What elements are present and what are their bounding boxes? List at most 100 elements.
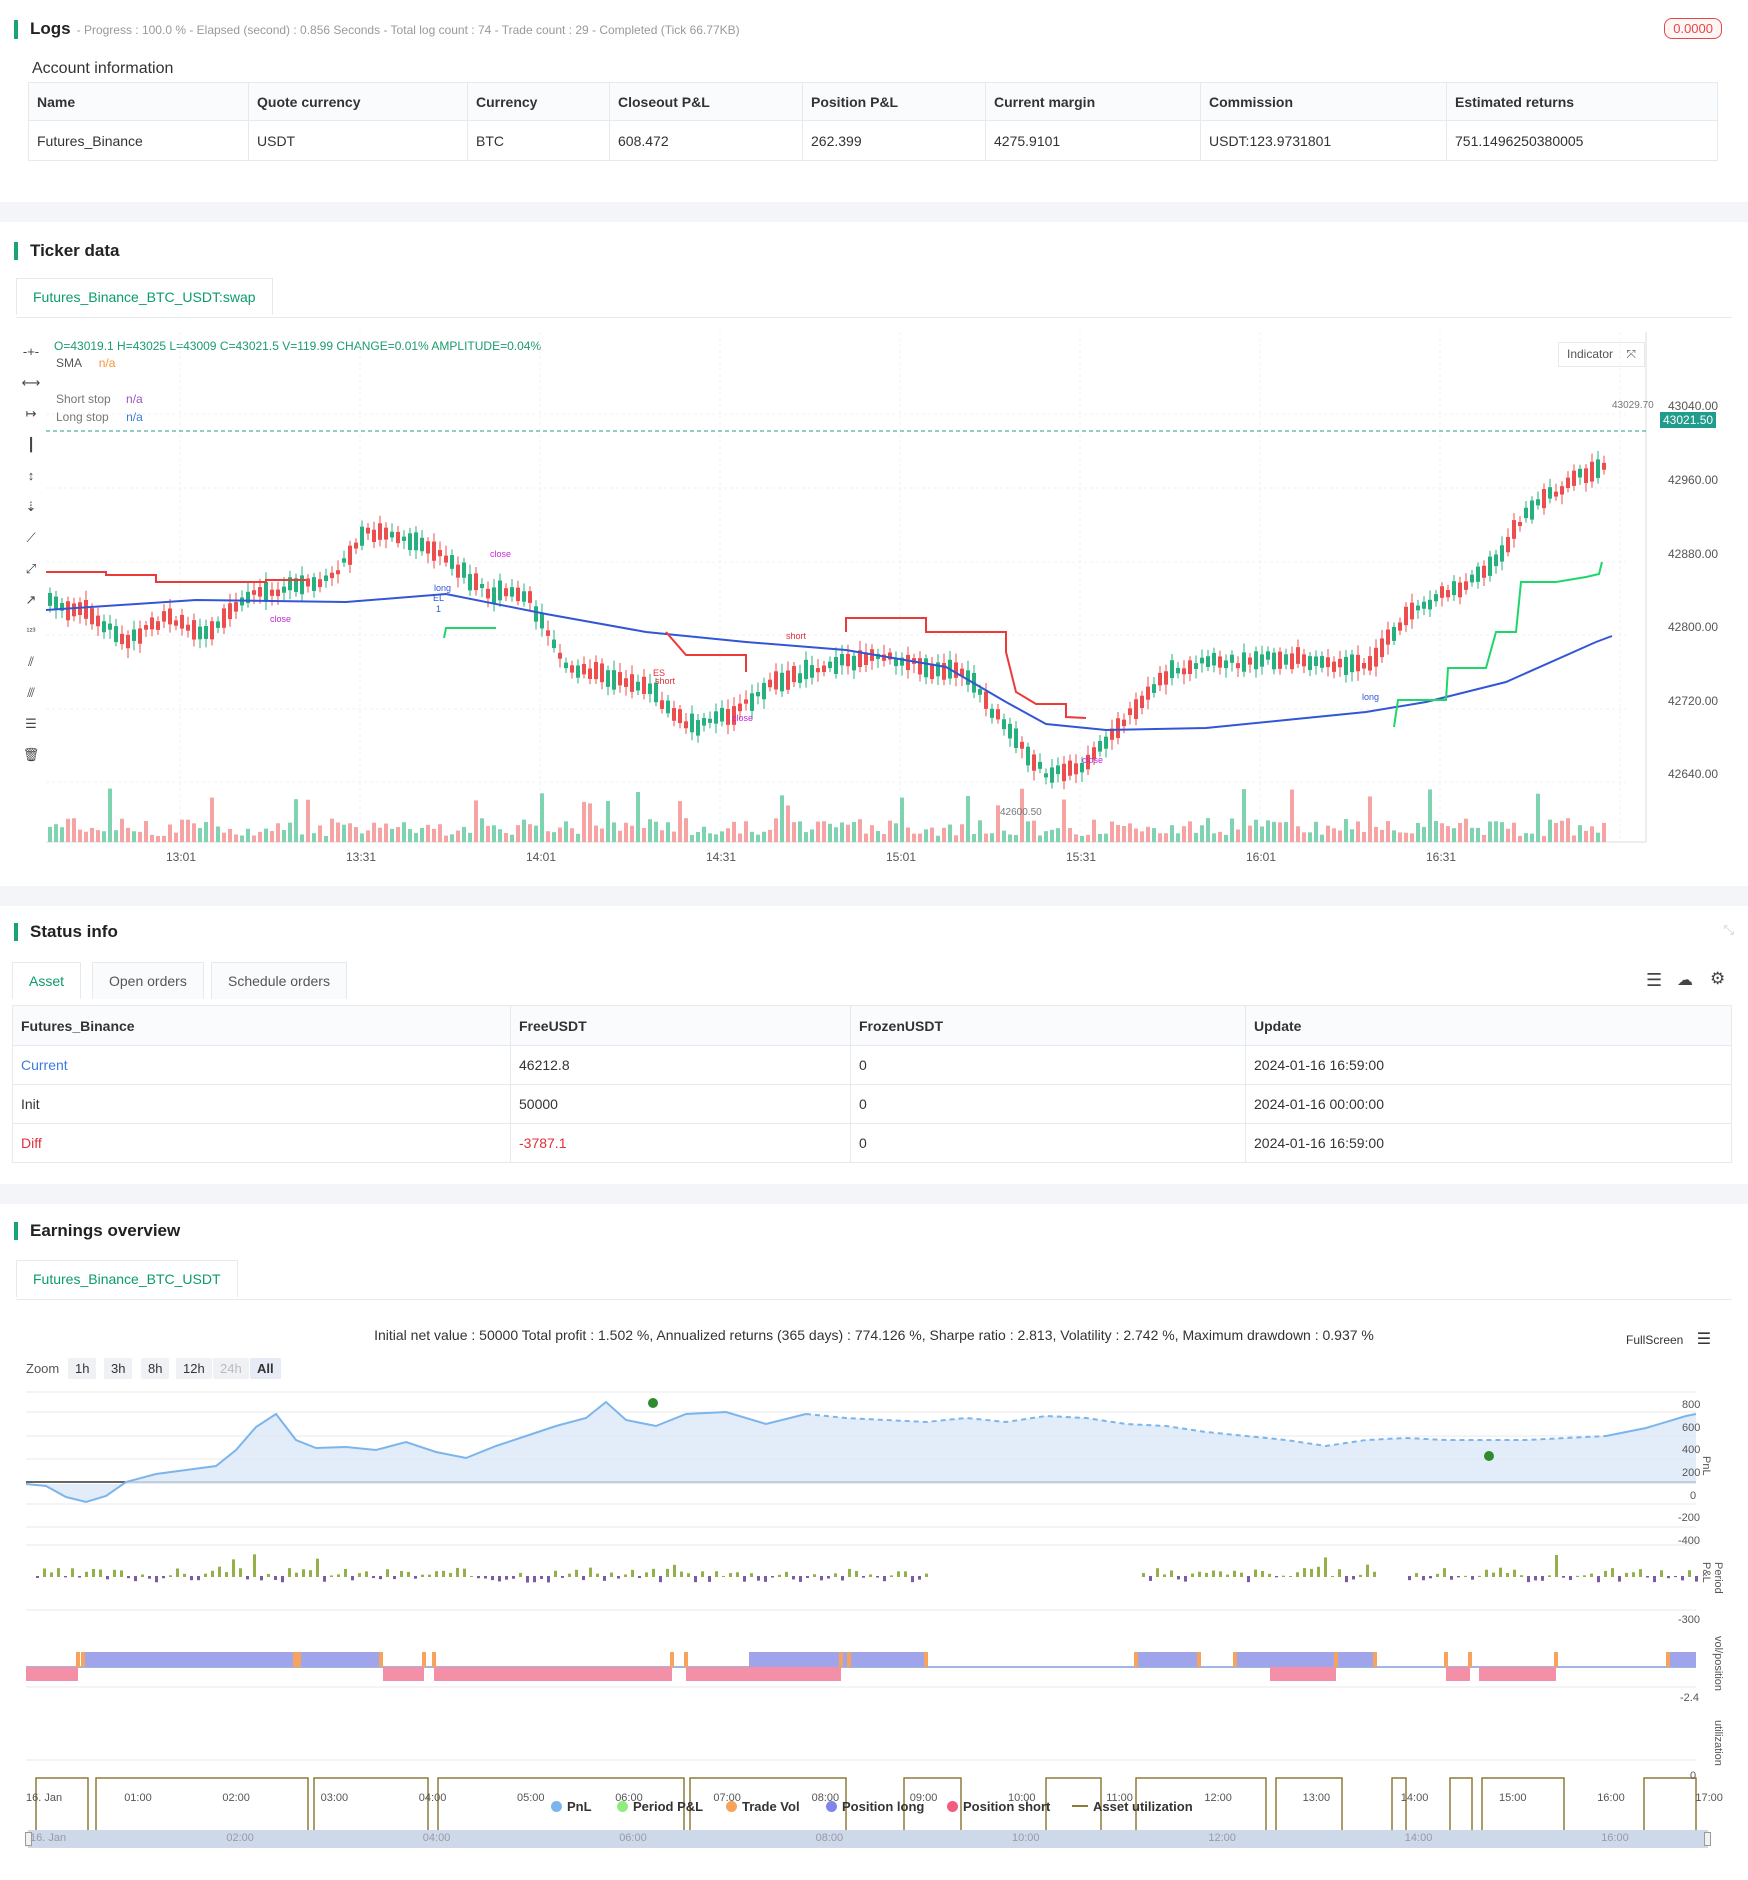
period-bar [694, 1576, 697, 1583]
trade-vol-bar [1468, 1652, 1472, 1667]
volume-bar [222, 832, 226, 842]
period-bar [1541, 1576, 1544, 1581]
candle-body [558, 652, 562, 659]
candle-body [738, 703, 742, 712]
tab-earnings-symbol[interactable]: Futures_Binance_BTC_USDT [16, 1260, 238, 1297]
volume-bar [354, 827, 358, 842]
period-bar [1506, 1573, 1509, 1577]
period-bar [645, 1572, 648, 1577]
expand-icon[interactable]: ⤧ [1626, 347, 1636, 361]
volume-bar [804, 832, 808, 842]
time-tick: 14:31 [706, 850, 737, 864]
volume-bar [1086, 834, 1090, 842]
horizontal-ray-icon[interactable]: ↦ [25, 406, 37, 421]
price-tick: 42800.00 [1668, 620, 1719, 634]
candle-body [84, 599, 88, 619]
candle-body [1578, 468, 1582, 478]
period-bar [729, 1573, 732, 1577]
candle-body [1068, 760, 1072, 776]
volume-bar [1476, 827, 1480, 842]
candle-body [468, 574, 472, 591]
volume-bar [636, 791, 640, 842]
candle-body [996, 709, 1000, 720]
cloud-download-icon[interactable]: ☁ [1677, 972, 1693, 989]
parallel-channel-icon[interactable]: ⫽ [28, 654, 34, 669]
legend-label: PnL [567, 1799, 592, 1814]
volume-bar [228, 828, 232, 842]
volume-bar [96, 830, 100, 842]
navigator[interactable] [25, 1830, 1711, 1848]
volume-bar [1290, 789, 1294, 842]
candle-body [966, 670, 970, 685]
cell: Diff [12, 1123, 511, 1163]
legend-label: Trade Vol [742, 1799, 800, 1814]
zoom-12h-button[interactable]: 12h [176, 1358, 212, 1379]
vertical-segment-icon[interactable]: ↕ [27, 468, 35, 483]
tab-schedule-orders[interactable]: Schedule orders [211, 962, 347, 999]
legend-dot [947, 1801, 958, 1812]
zoom-1h-button[interactable]: 1h [68, 1358, 97, 1379]
candle-body [384, 527, 388, 540]
price-label-icon[interactable]: ¹²³ [26, 626, 36, 636]
legend-period-pnl[interactable]: Period P&L [617, 1799, 703, 1814]
position-short-block [26, 1667, 78, 1681]
candle-body [234, 602, 238, 612]
high-price-label: 43029.70 [1612, 400, 1654, 411]
legend-position-long[interactable]: Position long [826, 1799, 924, 1814]
tab-ticker-symbol[interactable]: Futures_Binance_BTC_USDT:swap [16, 278, 273, 315]
time-tick: 05:00 [517, 1792, 545, 1804]
period-bar [463, 1568, 466, 1577]
navigator-handle-right[interactable] [1704, 1832, 1711, 1846]
menu-icon[interactable]: ☰ [1696, 1331, 1712, 1348]
zoom-8h-button[interactable]: 8h [141, 1358, 170, 1379]
candle-body [768, 679, 772, 688]
navigator-handle-left[interactable] [25, 1832, 32, 1846]
candle-body [270, 589, 274, 596]
legend-position-short[interactable]: Position short [947, 1799, 1050, 1814]
trend-line-icon[interactable]: ⟋ [26, 530, 36, 545]
period-bar [624, 1574, 627, 1577]
fullscreen-button[interactable]: FullScreen ☰ [1626, 1329, 1711, 1349]
cell: Init [12, 1084, 511, 1124]
gear-icon[interactable]: ⚙ [1710, 969, 1726, 988]
vertical-line-icon[interactable]: ┃ [27, 437, 35, 452]
horizontal-line-icon[interactable]: ⟷ [21, 375, 41, 390]
legend-pnl[interactable]: PnL [551, 1799, 592, 1814]
collapse-icon[interactable]: ⤡ [1723, 922, 1734, 937]
period-bar [218, 1566, 221, 1577]
period-bar [365, 1571, 368, 1577]
zoom-24h-button[interactable]: 24h [213, 1358, 249, 1379]
zoom-3h-button[interactable]: 3h [104, 1358, 133, 1379]
trash-icon[interactable]: 🗑 [22, 747, 40, 762]
zoom-all-button[interactable]: All [250, 1358, 281, 1379]
candle-body [156, 621, 160, 630]
candle-body [1212, 652, 1216, 666]
candle-body [1032, 754, 1036, 771]
candle-body [552, 639, 556, 649]
period-bar [848, 1568, 851, 1577]
table-row: Current 46212.8 0 2024-01-16 16:59:00 [12, 1045, 1732, 1085]
trade-vol-bar [1554, 1652, 1558, 1667]
tab-asset[interactable]: Asset [12, 962, 82, 999]
period-bar [1464, 1575, 1467, 1577]
indicator-button[interactable]: Indicator ⤧ [1558, 342, 1645, 367]
navigator-tick: 10:00 [1012, 1832, 1040, 1844]
fib-icon[interactable]: ⫻ [27, 685, 35, 700]
tab-open-orders[interactable]: Open orders [92, 962, 204, 999]
period-bar [64, 1576, 67, 1578]
crosshair-icon[interactable]: -+- [22, 344, 40, 359]
volume-bar [858, 819, 862, 842]
candle-body [432, 541, 436, 561]
segment-icon[interactable]: ↗ [25, 592, 37, 607]
vertical-ray-icon[interactable]: ⇣ [25, 499, 37, 514]
list-icon[interactable]: ☰ [1646, 970, 1663, 990]
legend-trade-vol[interactable]: Trade Vol [726, 1799, 800, 1814]
legend-asset-utilization[interactable]: Asset utilization [1072, 1799, 1193, 1814]
ray-line-icon[interactable]: ⤢ [25, 561, 37, 576]
volume-bar [1488, 821, 1492, 842]
candle-body [1200, 657, 1204, 664]
candle-body [1188, 660, 1192, 675]
candle-body [1284, 654, 1288, 665]
volume-bar [600, 828, 604, 842]
price-channel-icon[interactable]: ☰ [25, 716, 37, 731]
